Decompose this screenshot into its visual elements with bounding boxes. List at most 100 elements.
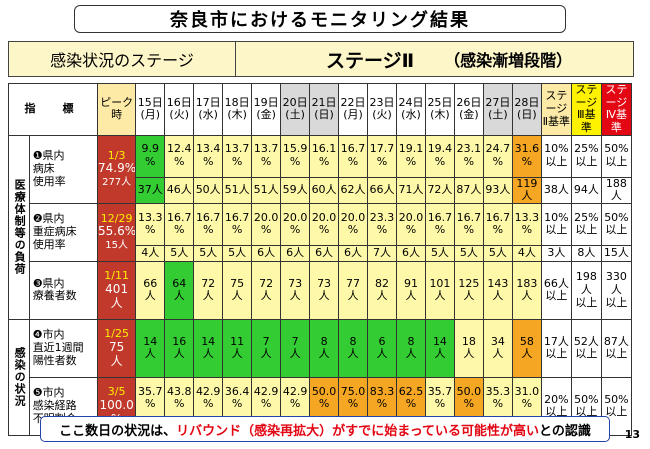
day-date: 18日 xyxy=(224,95,250,109)
peak-value: 401 xyxy=(105,281,129,296)
threshold-cell: 17人 以上 xyxy=(540,318,572,378)
count-cell: 5人 xyxy=(193,244,224,262)
value-cell: 20.0% xyxy=(338,202,369,246)
threshold-value: 20% xyxy=(544,392,569,406)
cell-value: 183 xyxy=(516,276,538,290)
cell-unit: % xyxy=(260,155,272,169)
day-header: 26日 (金) xyxy=(453,83,484,136)
value-cell: 16 人 xyxy=(164,318,195,378)
cell-value: 66 xyxy=(143,276,158,290)
value-cell: 17.7% xyxy=(367,134,397,178)
stage-header-line2: Ⅱ基準 xyxy=(542,114,571,128)
value-cell: 13.7% xyxy=(251,134,282,178)
threshold-cond: 以上 xyxy=(575,223,598,237)
cell-unit: % xyxy=(463,223,475,237)
day-date: 22日 xyxy=(340,95,366,109)
threshold-value: 50% xyxy=(604,142,629,156)
value-cell: 75 人 xyxy=(222,260,253,320)
threshold-cell: 198人 以上 xyxy=(570,260,602,320)
cell-unit: % xyxy=(376,155,388,169)
day-weekday: (土) xyxy=(488,108,508,122)
stage-value: ステージⅡ xyxy=(326,49,415,72)
banner-text-highlight: リバウンド（感染再拡大）がすでに始まっている可能性が高い xyxy=(176,423,540,439)
cell-unit: % xyxy=(145,223,156,237)
cell-value: 43.8 xyxy=(166,384,192,398)
count-cell: 37人 xyxy=(135,176,166,204)
threshold-cell: 330人 以上 xyxy=(600,260,633,320)
cell-unit: % xyxy=(405,155,417,169)
value-cell: 64 人 xyxy=(164,260,195,320)
threshold-cell: 50% 以上 xyxy=(600,134,633,178)
value-cell: 20.0% xyxy=(280,202,311,246)
day-header: 22日 (月) xyxy=(338,83,369,136)
cell-value: 20.0 xyxy=(282,210,308,224)
cell-value: 83.3 xyxy=(369,384,395,398)
indicator-label: ❹市内 直近1週間 陽性者数 xyxy=(28,318,98,378)
day-date: 16日 xyxy=(166,95,192,109)
day-header: 18日 (木) xyxy=(222,83,253,136)
day-weekday: (土) xyxy=(285,108,305,122)
cell-value: 20.0 xyxy=(253,210,279,224)
day-date: 17日 xyxy=(195,95,221,109)
threshold-cond: 以上 xyxy=(545,289,568,303)
count-value: 119人 xyxy=(516,177,538,203)
cell-value: 16.7 xyxy=(485,210,511,224)
day-header: 17日 (水) xyxy=(193,83,224,136)
value-cell: 35.7% xyxy=(135,376,166,420)
cell-unit: 人 xyxy=(463,347,475,361)
cell-value: 36.4 xyxy=(224,384,250,398)
count-value: 37人 xyxy=(137,182,163,196)
count-value: 6人 xyxy=(315,246,334,260)
count-value: 6人 xyxy=(286,246,305,260)
cell-value: 75 xyxy=(230,276,245,290)
count-cell: 59人 xyxy=(280,176,311,204)
cell-unit: 人 xyxy=(376,347,388,361)
cell-unit: 人 xyxy=(202,289,214,303)
indicator-label-line: 使用率 xyxy=(32,174,66,188)
threshold-value: 50% xyxy=(574,392,599,406)
value-cell: 16.7% xyxy=(453,202,484,246)
cell-value: 42.9 xyxy=(282,384,308,398)
stage-header-line1: ステージ xyxy=(545,89,568,115)
stage-header-line1: ステージ xyxy=(575,83,598,109)
cell-unit: 人 xyxy=(434,347,446,361)
count-cell: 4人 xyxy=(135,244,166,262)
indicator-label: ❶県内 病床 使用率 xyxy=(28,134,98,204)
value-cell: 16.7% xyxy=(222,202,253,246)
cell-value: 72 xyxy=(201,276,216,290)
cell-value: 12.4 xyxy=(166,142,192,156)
threshold-count-value: 15人 xyxy=(603,246,629,260)
value-cell: 77 人 xyxy=(338,260,369,320)
value-cell: 36.4% xyxy=(222,376,253,420)
cell-unit: % xyxy=(463,155,475,169)
cell-value: 15.9 xyxy=(282,142,308,156)
day-header: 19日 (金) xyxy=(251,83,282,136)
cell-unit: % xyxy=(231,223,243,237)
indicator-label-line: 重症病床 xyxy=(32,225,77,239)
cell-unit: 人 xyxy=(434,289,446,303)
day-date: 25日 xyxy=(427,95,453,109)
threshold-count-value: 188人 xyxy=(605,177,627,203)
cell-unit: % xyxy=(145,397,156,411)
count-cell: 6人 xyxy=(395,244,426,262)
value-cell: 35.7% xyxy=(424,376,455,420)
cell-unit: 人 xyxy=(173,289,185,303)
indicator-label-line: 直近1週間 xyxy=(32,341,84,355)
count-value: 5人 xyxy=(228,246,247,260)
indicator-label-line: 使用率 xyxy=(32,237,66,251)
value-cell: 73 人 xyxy=(280,260,311,320)
stage-description: （感染漸増段階） xyxy=(444,51,573,70)
count-value: 50人 xyxy=(195,182,221,196)
value-cell: 19.4% xyxy=(424,134,455,178)
value-cell: 143 人 xyxy=(482,260,513,320)
cell-value: 50.0 xyxy=(311,384,337,398)
threshold-count-value: 8人 xyxy=(577,246,596,260)
stage-s2-header: ステージ Ⅱ基準 xyxy=(540,83,572,136)
indicator-label-line: 病床 xyxy=(32,161,55,175)
cell-unit: % xyxy=(521,155,533,169)
threshold-count-value: 3人 xyxy=(547,246,566,260)
cell-unit: % xyxy=(347,223,359,237)
day-weekday: (水) xyxy=(401,108,421,122)
cell-value: 8 xyxy=(320,334,328,348)
